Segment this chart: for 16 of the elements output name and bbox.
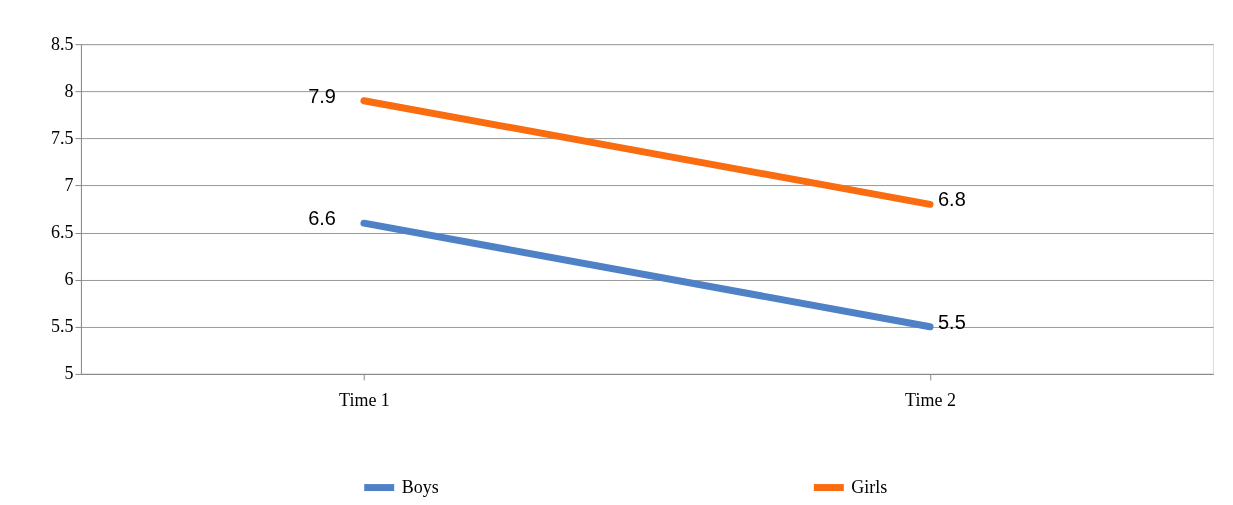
legend-label: Girls — [851, 476, 888, 497]
data-label: 5.5 — [937, 310, 966, 333]
y-tick-label: 7 — [64, 174, 74, 195]
y-tick-label: 5 — [64, 363, 74, 384]
y-tick-label: 8.5 — [50, 33, 74, 54]
y-tick-label: 6 — [64, 269, 74, 290]
legend-label: Boys — [401, 476, 439, 497]
x-tick-label: Time 2 — [905, 390, 956, 411]
y-tick-label: 6.5 — [50, 222, 74, 243]
data-label: 6.6 — [308, 207, 336, 230]
y-tick-label: 5.5 — [50, 316, 74, 337]
data-label: 7.9 — [308, 84, 336, 107]
y-tick-label: 8 — [64, 80, 74, 101]
y-tick-label: 7.5 — [50, 127, 74, 148]
x-tick-label: Time 1 — [339, 390, 390, 411]
data-label: 6.8 — [937, 188, 966, 211]
